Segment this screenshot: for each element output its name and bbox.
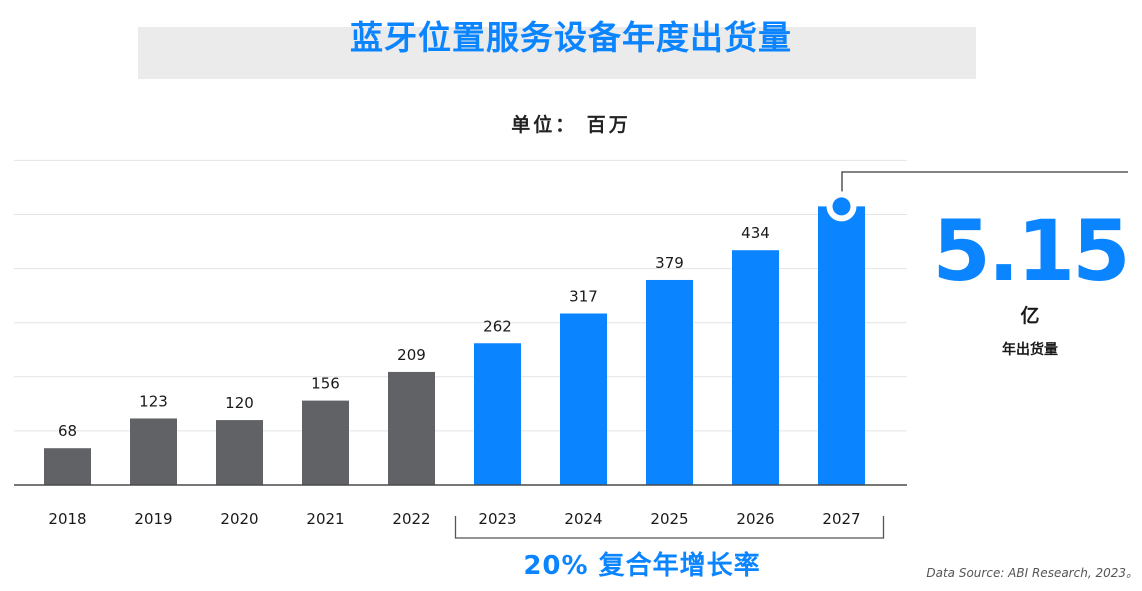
category-label-2020: 2020 — [220, 510, 258, 528]
cagr-label: 20% 复合年增长率 — [523, 551, 761, 581]
bar-2022 — [388, 371, 435, 485]
bar-2018 — [44, 448, 91, 485]
title-band — [138, 27, 976, 79]
value-label-2019: 123 — [139, 392, 168, 410]
bar-2021 — [302, 400, 349, 485]
bar-2020 — [216, 420, 263, 485]
category-label-2025: 2025 — [650, 510, 688, 528]
value-label-2026: 434 — [741, 224, 770, 242]
chart-title: 蓝牙位置服务设备年度出货量 — [350, 18, 792, 57]
category-label-2021: 2021 — [306, 510, 344, 528]
category-label-2019: 2019 — [134, 510, 172, 528]
value-label-2021: 156 — [311, 375, 340, 393]
bar-2023 — [474, 343, 521, 485]
cagr-bracket — [454, 516, 885, 539]
bar-2026 — [732, 250, 779, 485]
bar-2027 — [818, 206, 865, 485]
callout-label: 年出货量 — [1002, 342, 1058, 358]
value-label-2024: 317 — [569, 288, 598, 306]
unit-label: 单位： 百万 — [511, 114, 631, 136]
callout-connector — [841, 171, 1128, 197]
value-label-2025: 379 — [655, 254, 684, 272]
value-label-2023: 262 — [483, 317, 512, 335]
bar-2024 — [560, 313, 607, 485]
category-label-2024: 2024 — [564, 510, 602, 528]
callout-unit: 亿 — [1020, 305, 1040, 327]
category-label-2027: 2027 — [822, 510, 860, 528]
bar-2019 — [130, 418, 177, 485]
marker-dot — [832, 197, 851, 216]
value-label-2018: 68 — [58, 422, 77, 440]
category-label-2018: 2018 — [48, 510, 86, 528]
category-label-2023: 2023 — [478, 510, 516, 528]
callout-value: 5.15 — [932, 202, 1130, 300]
category-label-2026: 2026 — [736, 510, 774, 528]
value-label-2020: 120 — [225, 394, 254, 412]
value-label-2022: 209 — [397, 346, 426, 364]
category-label-2022: 2022 — [392, 510, 430, 528]
bar-2025 — [646, 279, 693, 485]
data-source: Data Source: ABI Research, 2023。 — [926, 566, 1138, 580]
